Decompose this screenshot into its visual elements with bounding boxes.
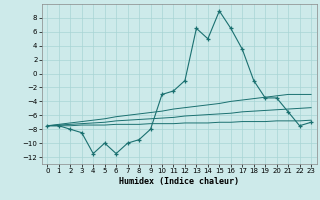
X-axis label: Humidex (Indice chaleur): Humidex (Indice chaleur) xyxy=(119,177,239,186)
